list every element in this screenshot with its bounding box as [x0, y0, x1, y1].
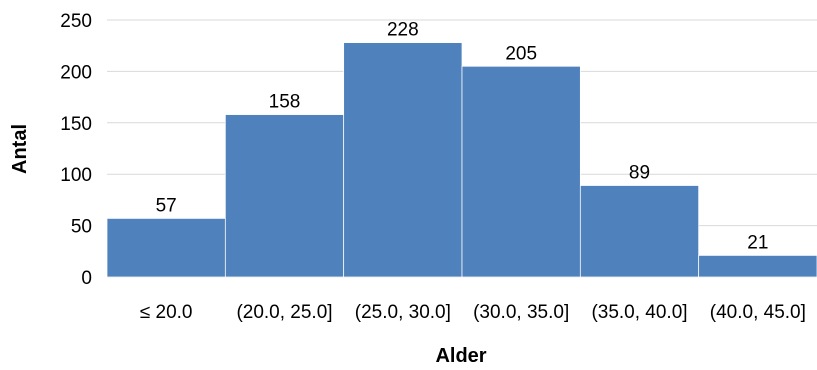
bar: [579, 185, 700, 278]
y-tick-label: 150: [60, 114, 92, 135]
bar: [224, 114, 345, 278]
x-tick-label: (20.0, 25.0]: [236, 302, 332, 323]
bar: [461, 65, 581, 278]
data-labels: 57 158 228 205 89 21: [156, 20, 769, 254]
bar: [698, 255, 817, 278]
data-label: 89: [629, 163, 650, 184]
x-tick-label: ≤ 20.0: [140, 302, 193, 323]
y-tick-label: 50: [71, 217, 92, 238]
y-tick-label: 250: [60, 11, 92, 32]
y-tick-label: 200: [60, 62, 92, 83]
x-tick-label: (40.0, 45.0]: [710, 302, 806, 323]
x-axis-title: Alder: [435, 345, 486, 367]
data-label: 57: [156, 195, 177, 216]
data-label: 158: [269, 92, 301, 113]
x-tick-label: (25.0, 30.0]: [355, 302, 451, 323]
y-axis-title: Antal: [9, 124, 31, 174]
data-label: 21: [747, 232, 768, 253]
y-tick-label: 100: [60, 165, 92, 186]
data-label: 205: [505, 43, 537, 64]
bar-group: [106, 42, 817, 278]
data-label: 228: [387, 20, 419, 41]
y-tick-label: 0: [81, 268, 92, 289]
bar: [106, 218, 226, 278]
x-tick-label: (35.0, 40.0]: [591, 302, 687, 323]
bar: [343, 42, 463, 278]
x-axis-tick-labels: ≤ 20.0 (20.0, 25.0] (25.0, 30.0] (30.0, 35.…: [140, 302, 806, 323]
x-tick-label: (30.0, 35.0]: [473, 302, 569, 323]
y-axis-tick-labels: 0 50 100 150 200 250: [60, 11, 92, 289]
